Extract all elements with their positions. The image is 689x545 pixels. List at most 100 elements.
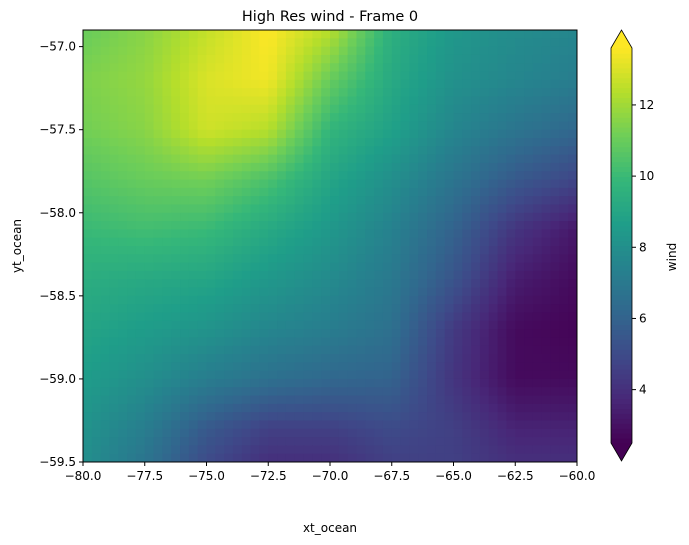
heatmap-cell — [312, 329, 322, 338]
heatmap-cell — [462, 254, 472, 264]
heatmap-cell — [532, 320, 543, 330]
heatmap-cell — [162, 138, 172, 147]
heatmap-cell — [144, 329, 155, 338]
colorbar-outline — [610, 29, 633, 462]
heatmap-cell — [550, 395, 560, 405]
heatmap-cell — [127, 171, 137, 181]
heatmap-cell — [427, 312, 437, 322]
heatmap-cell — [259, 246, 269, 255]
heatmap-cell — [559, 246, 569, 255]
heatmap-cell — [453, 412, 463, 422]
heatmap-cell — [462, 63, 472, 73]
heatmap-cell — [153, 38, 163, 48]
heatmap-cell — [409, 420, 419, 430]
heatmap-cell — [365, 270, 375, 280]
heatmap-cell — [259, 71, 269, 81]
heatmap-cell — [303, 212, 313, 222]
heatmap-cell — [524, 420, 534, 430]
heatmap-cell — [515, 146, 525, 156]
heatmap-cell — [497, 420, 508, 430]
heatmap-cell — [127, 287, 137, 297]
heatmap-cell — [506, 46, 516, 56]
heatmap-cell — [197, 254, 208, 264]
heatmap-cell — [462, 171, 472, 181]
heatmap-cell — [497, 362, 508, 372]
heatmap-cell — [241, 187, 252, 197]
heatmap-cell — [294, 88, 305, 98]
heatmap-cell — [135, 179, 146, 189]
heatmap-cell — [100, 320, 111, 330]
heatmap-cell — [285, 320, 296, 330]
heatmap-cell — [197, 196, 208, 206]
heatmap-cell — [91, 420, 102, 430]
heatmap-cell — [524, 196, 534, 206]
heatmap-cell — [180, 162, 190, 172]
heatmap-cell — [374, 79, 384, 89]
heatmap-cell — [215, 254, 225, 264]
x-tick-label: −80.0 — [65, 469, 102, 483]
heatmap-cell — [524, 312, 534, 322]
heatmap-cell — [268, 229, 278, 239]
heatmap-cell — [109, 113, 119, 122]
heatmap-cell — [497, 38, 508, 48]
heatmap-cell — [153, 138, 163, 147]
heatmap-cell — [268, 420, 278, 430]
heatmap-cell — [356, 287, 366, 297]
heatmap-cell — [568, 88, 577, 98]
heatmap-cell — [444, 354, 455, 363]
heatmap-cell — [188, 63, 199, 73]
heatmap-cell — [180, 312, 190, 322]
heatmap-cell — [471, 138, 481, 147]
heatmap-cell — [277, 304, 287, 314]
heatmap-cell — [197, 279, 208, 289]
heatmap-cell — [321, 54, 331, 64]
heatmap-cell — [374, 162, 384, 172]
heatmap-cell — [109, 246, 119, 255]
heatmap-cell — [206, 54, 216, 64]
heatmap-cell — [285, 445, 296, 455]
heatmap-cell — [180, 212, 190, 222]
heatmap-cell — [312, 212, 322, 222]
heatmap-cell — [453, 38, 463, 48]
heatmap-cell — [171, 395, 181, 405]
heatmap-cell — [497, 270, 508, 280]
heatmap-cell — [215, 221, 225, 230]
heatmap-cell — [338, 113, 349, 122]
heatmap-cell — [506, 162, 516, 172]
heatmap-cell — [294, 146, 305, 156]
heatmap-cell — [365, 196, 375, 206]
heatmap-cell — [109, 287, 119, 297]
heatmap-cell — [550, 96, 560, 106]
heatmap-cell — [241, 113, 252, 122]
heatmap-cell — [330, 113, 340, 122]
heatmap-cell — [232, 337, 243, 347]
heatmap-cell — [532, 403, 543, 413]
heatmap-cell — [285, 412, 296, 422]
heatmap-cell — [135, 453, 146, 462]
heatmap-cell — [91, 254, 102, 264]
heatmap-cell — [444, 179, 455, 189]
heatmap-cell — [435, 320, 446, 330]
heatmap-cell — [462, 395, 472, 405]
heatmap-cell — [153, 445, 163, 455]
heatmap-cell — [259, 187, 269, 197]
heatmap-cell — [303, 287, 313, 297]
heatmap-cell — [294, 295, 305, 305]
heatmap-cell — [188, 38, 199, 48]
heatmap-cell — [497, 354, 508, 363]
heatmap-cell — [515, 329, 525, 338]
heatmap-cell — [153, 354, 163, 363]
heatmap-cell — [462, 354, 472, 363]
heatmap-cell — [356, 187, 366, 197]
heatmap-cell — [400, 237, 410, 247]
heatmap-cell — [206, 129, 216, 139]
heatmap-cell — [524, 445, 534, 455]
heatmap-cell — [471, 403, 481, 413]
heatmap-cell — [550, 237, 560, 247]
heatmap-cell — [427, 79, 437, 89]
heatmap-cell — [215, 54, 225, 64]
heatmap-cell — [400, 196, 410, 206]
heatmap-cell — [259, 104, 269, 114]
heatmap-cell — [524, 204, 534, 214]
heatmap-cell — [427, 229, 437, 239]
